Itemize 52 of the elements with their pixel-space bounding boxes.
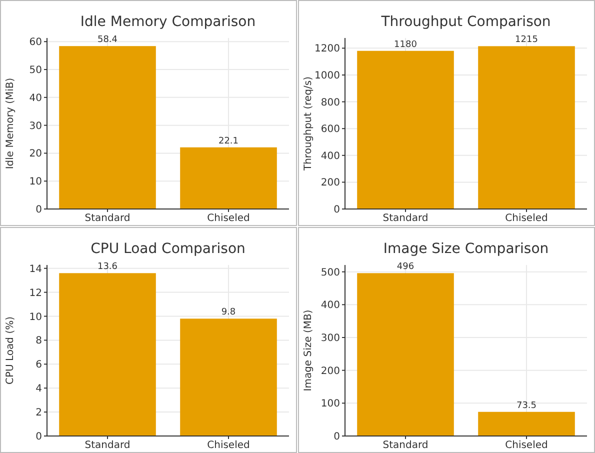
y-tick-label: 40 <box>29 92 42 104</box>
data-label: 1215 <box>515 35 538 46</box>
y-tick-label: 500 <box>320 267 340 278</box>
y-tick-label: 6 <box>36 360 42 371</box>
y-tick-label: 0 <box>334 204 340 216</box>
y-tick-label: 14 <box>29 264 42 275</box>
y-axis-title: Throughput (req/s) <box>303 76 314 172</box>
y-tick-label: 20 <box>29 148 42 160</box>
data-label: 13.6 <box>97 262 118 272</box>
y-tick-label: 0 <box>334 432 340 442</box>
y-tick-label: 600 <box>320 124 340 136</box>
y-tick-label: 200 <box>320 178 340 189</box>
x-tick-label: Standard <box>382 440 428 451</box>
y-tick-label: 1000 <box>314 70 340 82</box>
y-axis-title: CPU Load (%) <box>5 316 16 384</box>
y-tick-label: 10 <box>29 176 42 188</box>
y-tick-label: 12 <box>29 288 42 299</box>
y-tick-label: 400 <box>320 150 340 162</box>
y-tick-label: 1200 <box>314 44 340 55</box>
x-tick-label: Chiseled <box>207 213 250 224</box>
y-tick-label: 0 <box>36 432 42 442</box>
y-tick-label: 8 <box>36 336 42 347</box>
y-tick-label: 800 <box>320 97 340 108</box>
y-tick-label: 4 <box>36 384 42 395</box>
chart-title: Throughput Comparison <box>380 14 551 30</box>
y-tick-label: 300 <box>320 333 340 344</box>
x-tick-label: Chiseled <box>207 440 250 451</box>
y-tick-label: 10 <box>29 312 42 323</box>
data-label: 1180 <box>394 40 418 50</box>
x-tick-label: Standard <box>382 213 428 224</box>
data-label: 58.4 <box>97 35 118 46</box>
y-tick-label: 2 <box>36 408 42 419</box>
y-tick-label: 60 <box>29 37 42 48</box>
chart-title: CPU Load Comparison <box>90 241 246 257</box>
data-label: 22.1 <box>218 136 239 146</box>
x-tick-label: Chiseled <box>505 440 548 451</box>
data-label: 9.8 <box>221 308 236 318</box>
y-tick-label: 100 <box>320 398 340 410</box>
chart-title: Image Size Comparison <box>383 241 549 257</box>
y-axis-title: Idle Memory (MiB) <box>5 78 16 170</box>
y-tick-label: 30 <box>29 120 42 132</box>
x-tick-label: Chiseled <box>505 213 548 224</box>
y-tick-label: 400 <box>320 300 340 312</box>
data-label: 73.5 <box>516 400 537 411</box>
y-tick-label: 50 <box>29 65 42 76</box>
x-tick-label: Standard <box>84 440 130 451</box>
y-tick-label: 200 <box>320 366 340 377</box>
chart-title: Idle Memory Comparison <box>80 14 256 30</box>
y-axis-title: Image Size (MB) <box>303 310 314 392</box>
data-label: 496 <box>396 262 414 272</box>
y-tick-label: 0 <box>36 204 42 216</box>
x-tick-label: Standard <box>84 213 130 224</box>
